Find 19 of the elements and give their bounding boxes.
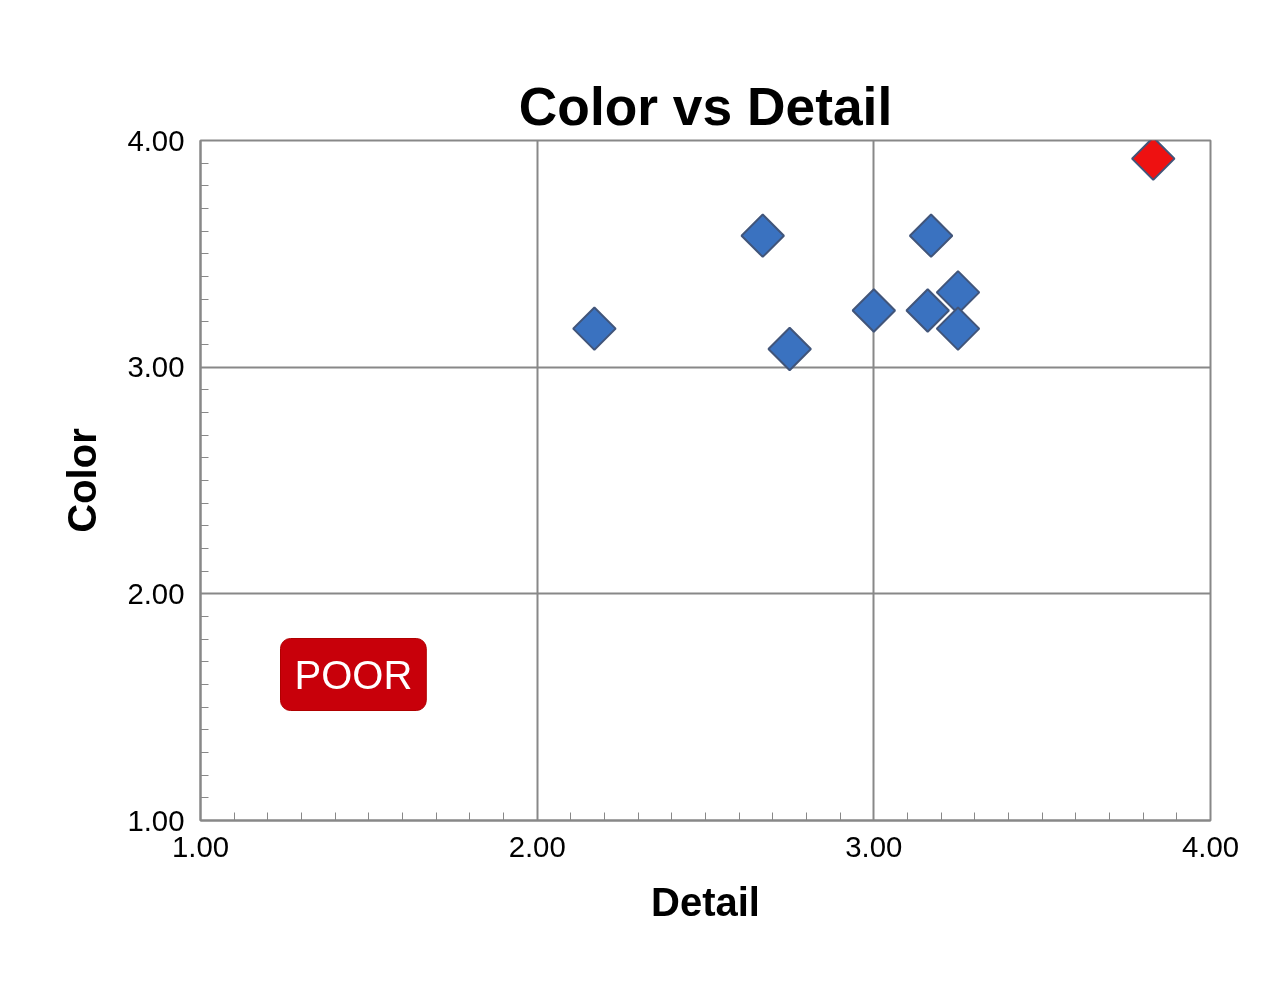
chart-title: Color vs Detail	[518, 76, 893, 136]
y-tick-label: 2.00	[127, 576, 185, 610]
point	[908, 213, 954, 258]
annotation: POOR	[294, 652, 413, 697]
y-axis-title: Color	[60, 428, 105, 533]
x-tick-label: 3.00	[845, 829, 903, 863]
point	[935, 306, 981, 351]
point	[1131, 140, 1176, 181]
y-tick-label: 1.00	[127, 803, 185, 837]
point	[767, 326, 812, 372]
x-tick-label: 2.00	[508, 829, 566, 863]
y-tick-label: 3.00	[127, 350, 185, 384]
point	[572, 306, 617, 351]
point	[740, 213, 785, 258]
point	[851, 288, 897, 333]
y-tick-label: 4.00	[127, 123, 185, 157]
x-axis-title: Detail	[651, 879, 760, 924]
x-tick-label: 4.00	[1181, 829, 1240, 863]
point	[905, 288, 950, 333]
